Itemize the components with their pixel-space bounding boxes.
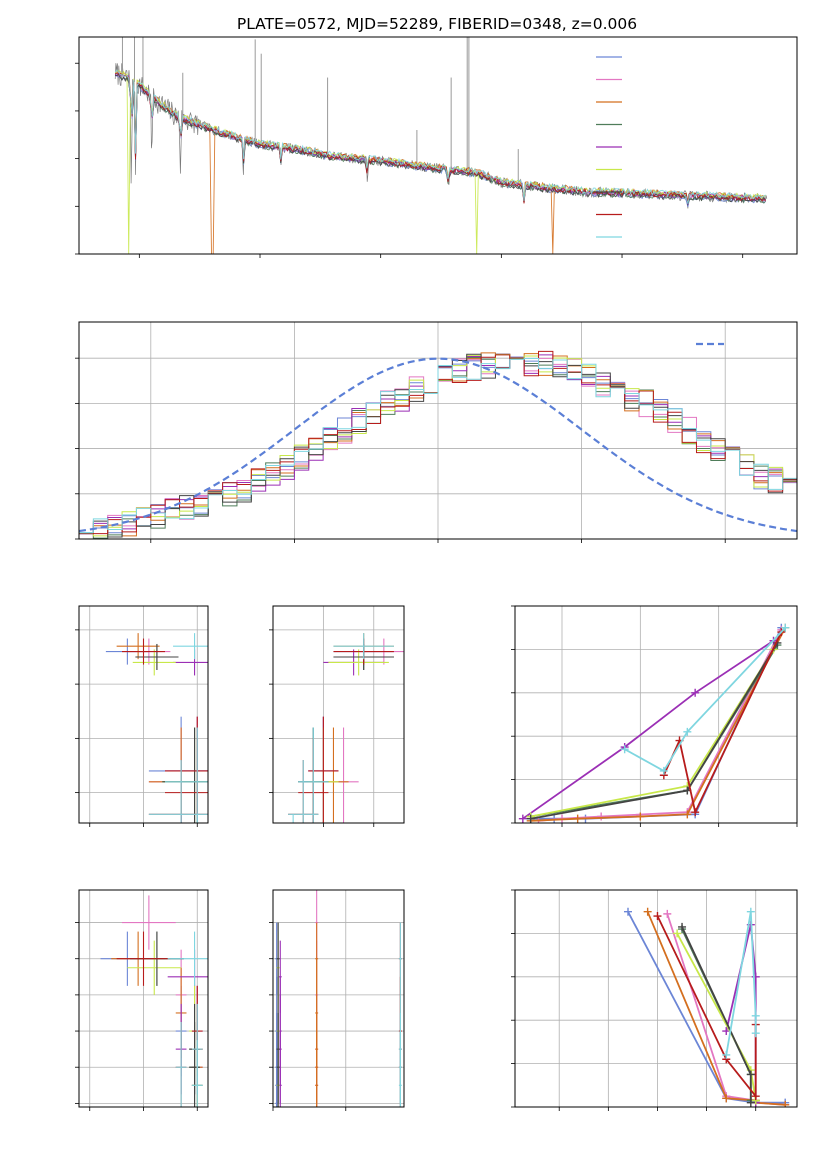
panel-weight-vs-age <box>511 605 798 827</box>
model-spectrum-line <box>114 72 766 204</box>
mass-weight-marker <box>623 907 632 916</box>
mass-weight-marker <box>678 922 687 931</box>
plot-area <box>288 633 404 823</box>
mass-weight-marker <box>722 1050 731 1059</box>
mass-weight-marker <box>746 1098 755 1107</box>
mass-weight-marker <box>653 912 662 921</box>
panel-mass-vs-ebv <box>269 889 405 1111</box>
mass-weight-marker <box>526 814 535 823</box>
axes-frame <box>272 605 405 824</box>
axes-frame <box>272 889 405 1108</box>
mass-weight-line <box>530 644 779 818</box>
mass-weight-marker <box>751 1011 760 1020</box>
normal-reference-curve <box>79 357 797 533</box>
mass-weight-line <box>522 639 774 820</box>
panel-age-vs-Z <box>75 605 209 827</box>
plot-area <box>623 907 790 1107</box>
mass-weight-line <box>646 911 786 1106</box>
panel-residual-histogram <box>75 321 798 543</box>
mass-weight-marker <box>746 907 755 916</box>
observed-spectrum-line <box>114 63 768 209</box>
model-spectrum-line <box>115 73 766 206</box>
axes-frame <box>78 889 209 1108</box>
panel-mass-vs-Z <box>75 889 209 1111</box>
plot-area <box>114 37 768 254</box>
mass-weight-marker <box>663 909 672 918</box>
mass-weight-line <box>666 913 786 1106</box>
model-spectrum-line <box>114 72 766 204</box>
figure-title: PLATE=0572, MJD=52289, FIBERID=0348, z=0… <box>237 15 637 33</box>
mass-weight-marker <box>597 812 606 821</box>
mass-weight-marker <box>683 727 692 736</box>
plot-area <box>105 633 208 823</box>
spectrum-legend <box>596 56 622 238</box>
mass-weight-marker <box>751 1029 760 1038</box>
mass-weight-marker <box>643 907 652 916</box>
plot-area <box>275 890 402 1107</box>
mass-weight-line <box>662 631 783 815</box>
model-spectrum-line <box>115 72 766 204</box>
axes-frame <box>78 36 798 255</box>
model-spectrum-line <box>114 70 766 254</box>
model-spectrum-line <box>114 69 766 254</box>
axes-frame <box>78 321 798 540</box>
mass-weight-marker <box>620 745 629 754</box>
mass-weight-marker <box>573 814 582 823</box>
mass-weight-marker <box>781 623 790 632</box>
model-spectrum-line <box>114 70 766 206</box>
mass-weight-line <box>627 911 786 1104</box>
mass-weight-marker <box>691 688 700 697</box>
mass-weight-marker <box>683 810 692 819</box>
mass-weight-line <box>725 911 757 1056</box>
axes-frame <box>78 605 209 824</box>
residual-histogram-step <box>79 357 797 534</box>
mass-weight-marker <box>659 766 668 775</box>
axes-frame <box>514 605 798 824</box>
mass-weight-marker <box>518 814 527 823</box>
panel-age-vs-mass <box>269 605 405 827</box>
mass-weight-marker <box>636 812 645 821</box>
panel-spectrum <box>75 36 798 258</box>
plot-area <box>518 623 790 823</box>
panel-weight-vs-Z <box>511 889 798 1111</box>
mass-weight-marker <box>746 1070 755 1079</box>
model-spectrum-line <box>115 75 766 208</box>
mass-weight-marker <box>751 1092 760 1101</box>
mass-weight-marker <box>691 808 700 817</box>
mass-weight-line <box>530 648 775 818</box>
axes-frame <box>514 889 798 1108</box>
mass-weight-marker <box>722 1094 731 1103</box>
mass-weight-marker <box>781 1100 790 1107</box>
model-spectrum-line <box>114 69 766 204</box>
plot-area <box>100 895 208 1107</box>
mass-weight-line <box>656 915 757 1099</box>
mass-weight-marker <box>673 929 682 938</box>
mass-weight-line <box>624 627 786 773</box>
plot-area <box>79 350 797 539</box>
